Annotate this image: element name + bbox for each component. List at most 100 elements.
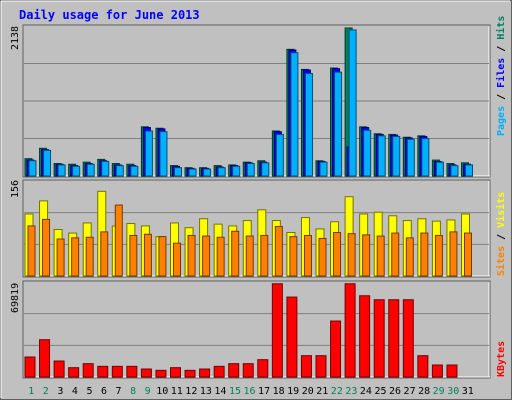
bar-pages-day-25	[377, 135, 386, 177]
legend-visits: Visits	[495, 192, 507, 228]
bar-pages-day-12	[188, 168, 197, 177]
x-tick-label-6: 6	[101, 386, 107, 397]
x-tick-label-31: 31	[462, 386, 474, 397]
legend-files: Files	[495, 58, 507, 88]
x-tick-label-24: 24	[360, 386, 372, 397]
bar-sites-day-28	[420, 232, 429, 277]
bar-pages-day-7	[115, 165, 124, 177]
bar-kbytes-day-11	[170, 367, 181, 378]
bar-pages-day-1	[28, 160, 37, 177]
x-tick-label-2: 2	[43, 386, 49, 397]
bar-pages-day-29	[435, 161, 444, 177]
bars	[24, 27, 473, 378]
bar-sites-day-21	[318, 237, 327, 277]
bar-sites-day-14	[216, 236, 225, 277]
bar-sites-day-26	[391, 232, 400, 277]
bar-sites-day-20	[303, 234, 312, 277]
bar-kbytes-day-5	[82, 363, 94, 378]
legend-kbytes: KBytes	[496, 341, 507, 377]
x-tick-label-13: 13	[200, 386, 212, 397]
bar-pages-day-19	[290, 52, 299, 177]
bar-pages-day-21	[319, 161, 328, 177]
bar-sites-day-6	[100, 231, 109, 277]
x-tick-label-7: 7	[116, 386, 122, 397]
x-tick-label-3: 3	[57, 386, 63, 397]
bar-kbytes-day-22	[330, 320, 342, 378]
legend-mid: Sites / Visits	[495, 192, 507, 276]
bar-sites-day-16	[245, 235, 254, 277]
bar-sites-day-5	[85, 236, 94, 277]
bar-sites-day-11	[173, 242, 181, 277]
bar-kbytes-day-27	[402, 299, 414, 378]
bar-sites-day-19	[289, 236, 298, 277]
x-tick-label-14: 14	[214, 386, 226, 397]
x-tick-label-23: 23	[345, 386, 357, 397]
x-tick-label-10: 10	[156, 386, 168, 397]
x-tick-label-28: 28	[418, 386, 430, 397]
bar-sites-day-27	[405, 237, 414, 277]
bar-kbytes-day-4	[68, 367, 80, 378]
x-tick-label-1: 1	[28, 386, 34, 397]
x-tick-label-25: 25	[374, 386, 386, 397]
bar-pages-day-27	[406, 138, 415, 177]
x-tick-label-30: 30	[447, 386, 459, 397]
bar-pages-day-26	[392, 136, 401, 177]
x-tick-label-4: 4	[72, 386, 78, 397]
bar-pages-day-24	[363, 129, 372, 177]
bar-sites-day-30	[449, 231, 458, 277]
bar-kbytes-day-10	[155, 369, 167, 378]
bar-pages-day-5	[86, 163, 95, 177]
bar-pages-day-9	[144, 130, 153, 177]
bar-kbytes-day-8	[126, 365, 138, 378]
x-tick-label-8: 8	[130, 386, 136, 397]
bar-sites-day-15	[231, 230, 240, 277]
bar-pages-day-4	[72, 165, 81, 177]
bar-sites-day-24	[362, 234, 371, 277]
bar-sites-day-3	[56, 238, 65, 277]
bar-sites-day-18	[274, 226, 283, 277]
bar-kbytes-day-28	[417, 355, 429, 378]
bar-pages-day-2	[43, 149, 52, 177]
x-tick-label-27: 27	[404, 386, 416, 397]
bar-kbytes-day-14	[213, 365, 225, 378]
bar-kbytes-day-16	[242, 363, 254, 378]
mid-max-label: 156	[10, 180, 21, 198]
legend-sites: Sites	[495, 246, 507, 276]
bar-sites-day-13	[202, 235, 211, 277]
x-tick-label-17: 17	[258, 386, 270, 397]
bar-pages-day-28	[421, 138, 430, 177]
bar-kbytes-day-30	[446, 364, 458, 378]
bar-kbytes-day-7	[111, 365, 123, 378]
x-tick-label-21: 21	[316, 386, 328, 397]
legend-hits: Hits	[495, 16, 507, 40]
x-tick-label-26: 26	[389, 386, 401, 397]
bar-pages-day-18	[275, 133, 284, 177]
bar-kbytes-day-1	[24, 356, 36, 378]
bar-kbytes-day-29	[431, 364, 443, 378]
x-tick-label-29: 29	[433, 386, 445, 397]
bar-pages-day-13	[203, 168, 212, 177]
x-tick-label-9: 9	[145, 386, 151, 397]
bar-sites-day-17	[260, 234, 269, 277]
bar-pages-day-15	[232, 165, 241, 177]
bar-pages-day-20	[304, 73, 313, 177]
bar-kbytes-day-6	[97, 365, 109, 378]
x-tick-label-22: 22	[331, 386, 343, 397]
bar-sites-day-2	[42, 218, 51, 277]
bar-sites-day-9	[143, 233, 152, 277]
bar-kbytes-day-23	[344, 283, 356, 378]
bar-pages-day-22	[334, 71, 343, 177]
bar-sites-day-4	[71, 237, 80, 277]
top-max-label: 2138	[10, 26, 21, 50]
x-tick-label-18: 18	[273, 386, 285, 397]
bar-pages-day-23	[348, 29, 357, 177]
x-tick-label-19: 19	[287, 386, 299, 397]
bar-kbytes-day-20	[300, 355, 312, 378]
bar-sites-day-8	[129, 234, 138, 277]
bar-sites-day-10	[158, 236, 167, 277]
legend-top: Pages / Files / Hits	[495, 16, 507, 136]
bar-kbytes-day-18	[271, 283, 283, 378]
chart-title: Daily usage for June 2013	[19, 8, 200, 22]
